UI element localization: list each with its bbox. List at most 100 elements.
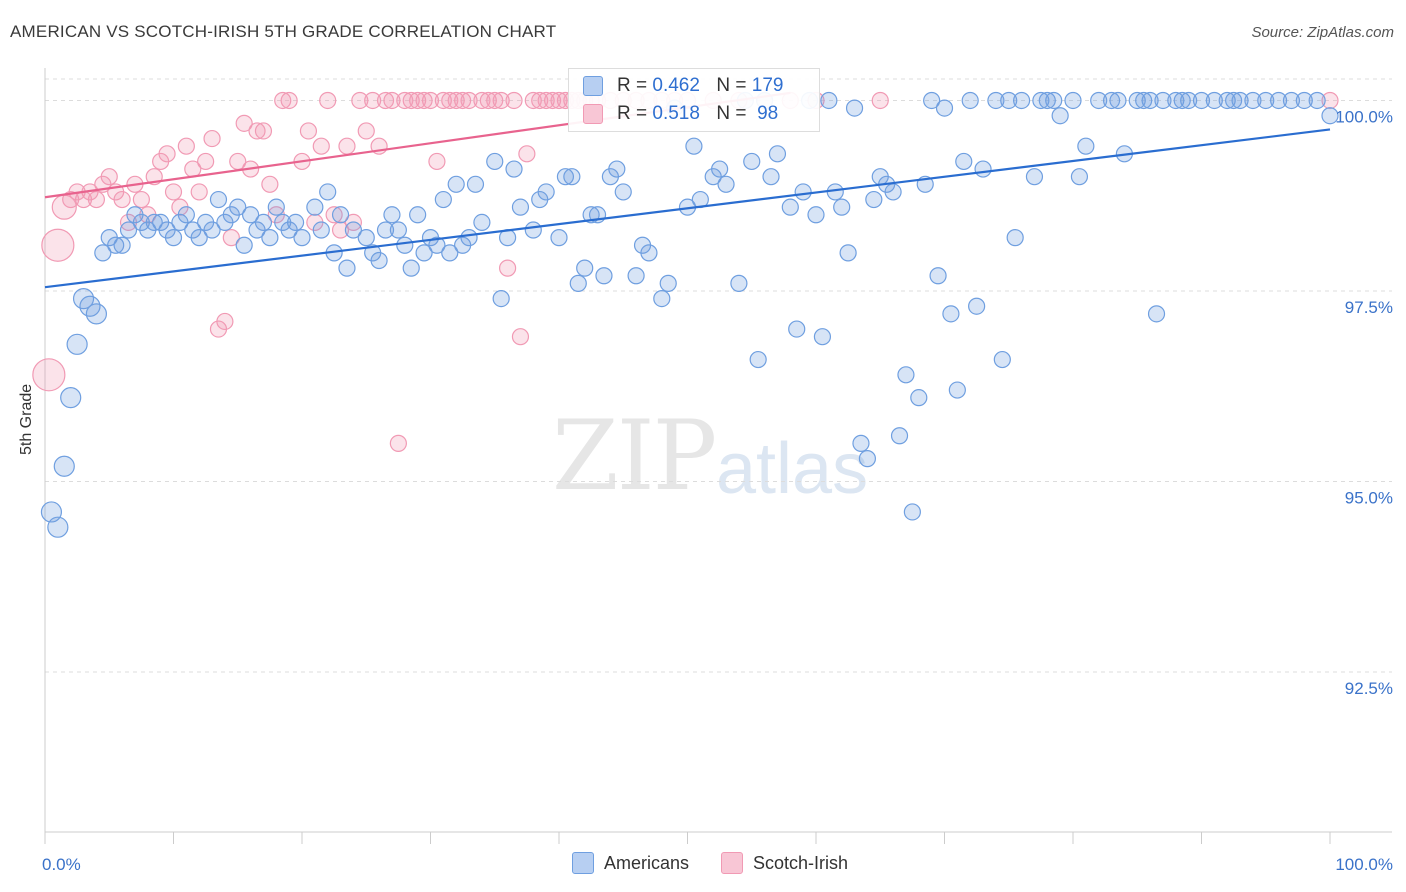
r-label: R = [617,75,648,96]
american-point [1269,91,1288,110]
americans-trend-line [44,128,1331,289]
scotch-irish-point [364,91,382,110]
scotch-irish-point [537,91,555,110]
american-point [1282,91,1301,110]
scotch-irish-point [531,91,549,110]
american-point [402,259,420,277]
scotch-irish-point [434,91,452,110]
scotch-irish-point [331,221,350,239]
scotch-irish-point [389,434,407,452]
american-point [556,168,575,186]
american-point [653,290,671,308]
american-point [1244,91,1262,110]
american-point [845,99,864,117]
american-point [524,221,542,239]
american-point [1012,91,1031,110]
american-point [389,221,407,239]
legend-item-americans[interactable]: Americans [572,852,689,874]
american-point [923,91,941,110]
american-point [1038,91,1056,110]
scotch-irish-point [486,91,504,110]
american-point [813,328,832,346]
scotch-irish-point [222,229,240,247]
american-point [177,206,195,224]
scotch-irish-point [357,122,375,140]
source-label: Source: ZipAtlas.com [1251,24,1394,41]
american-point [1128,91,1146,110]
american-point [948,381,966,399]
scotch-irish-point [511,328,530,346]
american-point [884,183,902,201]
american-point [1064,91,1082,110]
american-point [833,198,851,216]
american-point [203,221,221,239]
american-point [53,455,75,477]
american-point [357,229,375,247]
scotch-irish-point [177,137,195,155]
axes [44,68,1392,844]
scotch-irish-point [312,137,330,155]
scotch-irish-point [299,122,318,140]
american-point [749,350,767,369]
american-point [717,175,735,193]
american-point [1109,91,1127,110]
american-point [1135,91,1153,110]
american-point [730,274,748,292]
scotch-irish-point [415,91,433,110]
american-point [659,274,677,292]
american-point [781,198,799,216]
american-point [1070,168,1089,186]
scotch-irish-point [396,91,414,110]
american-point [685,137,703,155]
scotch-irish-point [235,114,253,132]
legend-row-scotch-irish: R = 0.518 N = 98 [583,102,778,126]
american-point [242,206,260,224]
x-tick-label: 100.0% [1335,855,1393,874]
american-point [312,221,330,239]
american-point [145,213,163,231]
watermark-atlas: atlas [716,429,869,509]
scotch-irish-point [325,206,343,224]
american-point [1218,91,1236,110]
american-point [1180,91,1198,110]
american-point [987,91,1005,110]
american-point [66,333,88,355]
american-point [897,366,915,384]
american-point [1308,91,1326,110]
american-point [119,221,138,239]
american-point [839,244,857,262]
american-point [614,183,632,201]
american-point [60,387,82,409]
american-point [1045,91,1063,110]
scotch-irish-point [254,122,273,140]
scotch-irish-point [441,91,459,110]
american-point [768,145,787,163]
scotch-irish-point [454,91,472,110]
scotch-irish-point [351,91,369,110]
american-point [164,229,183,247]
scotch-irish-point [164,183,183,201]
american-point [338,259,356,277]
american-point [209,190,228,209]
american-point [428,236,446,254]
legend-item-scotch-irish[interactable]: Scotch-Irish [721,852,848,874]
american-point [820,91,838,110]
american-point [1025,168,1044,186]
american-point [640,244,658,262]
american-point [762,168,780,186]
american-point [711,160,729,178]
y-tick-label: 92.5% [1345,679,1393,698]
scotch-irish-point [274,91,292,110]
scotch-irish-point [447,91,465,110]
american-point [1167,91,1185,110]
american-point [1321,107,1339,125]
scotch-irish-point [376,91,395,110]
scotch-irish-point [1321,91,1339,110]
scotch-irish-point [543,91,562,110]
scotch-irish-point [518,145,536,163]
american-point [807,206,825,224]
y-tick-label: 100.0% [1335,107,1393,126]
american-point [595,267,613,285]
american-point [261,229,279,247]
american-point [929,267,947,285]
